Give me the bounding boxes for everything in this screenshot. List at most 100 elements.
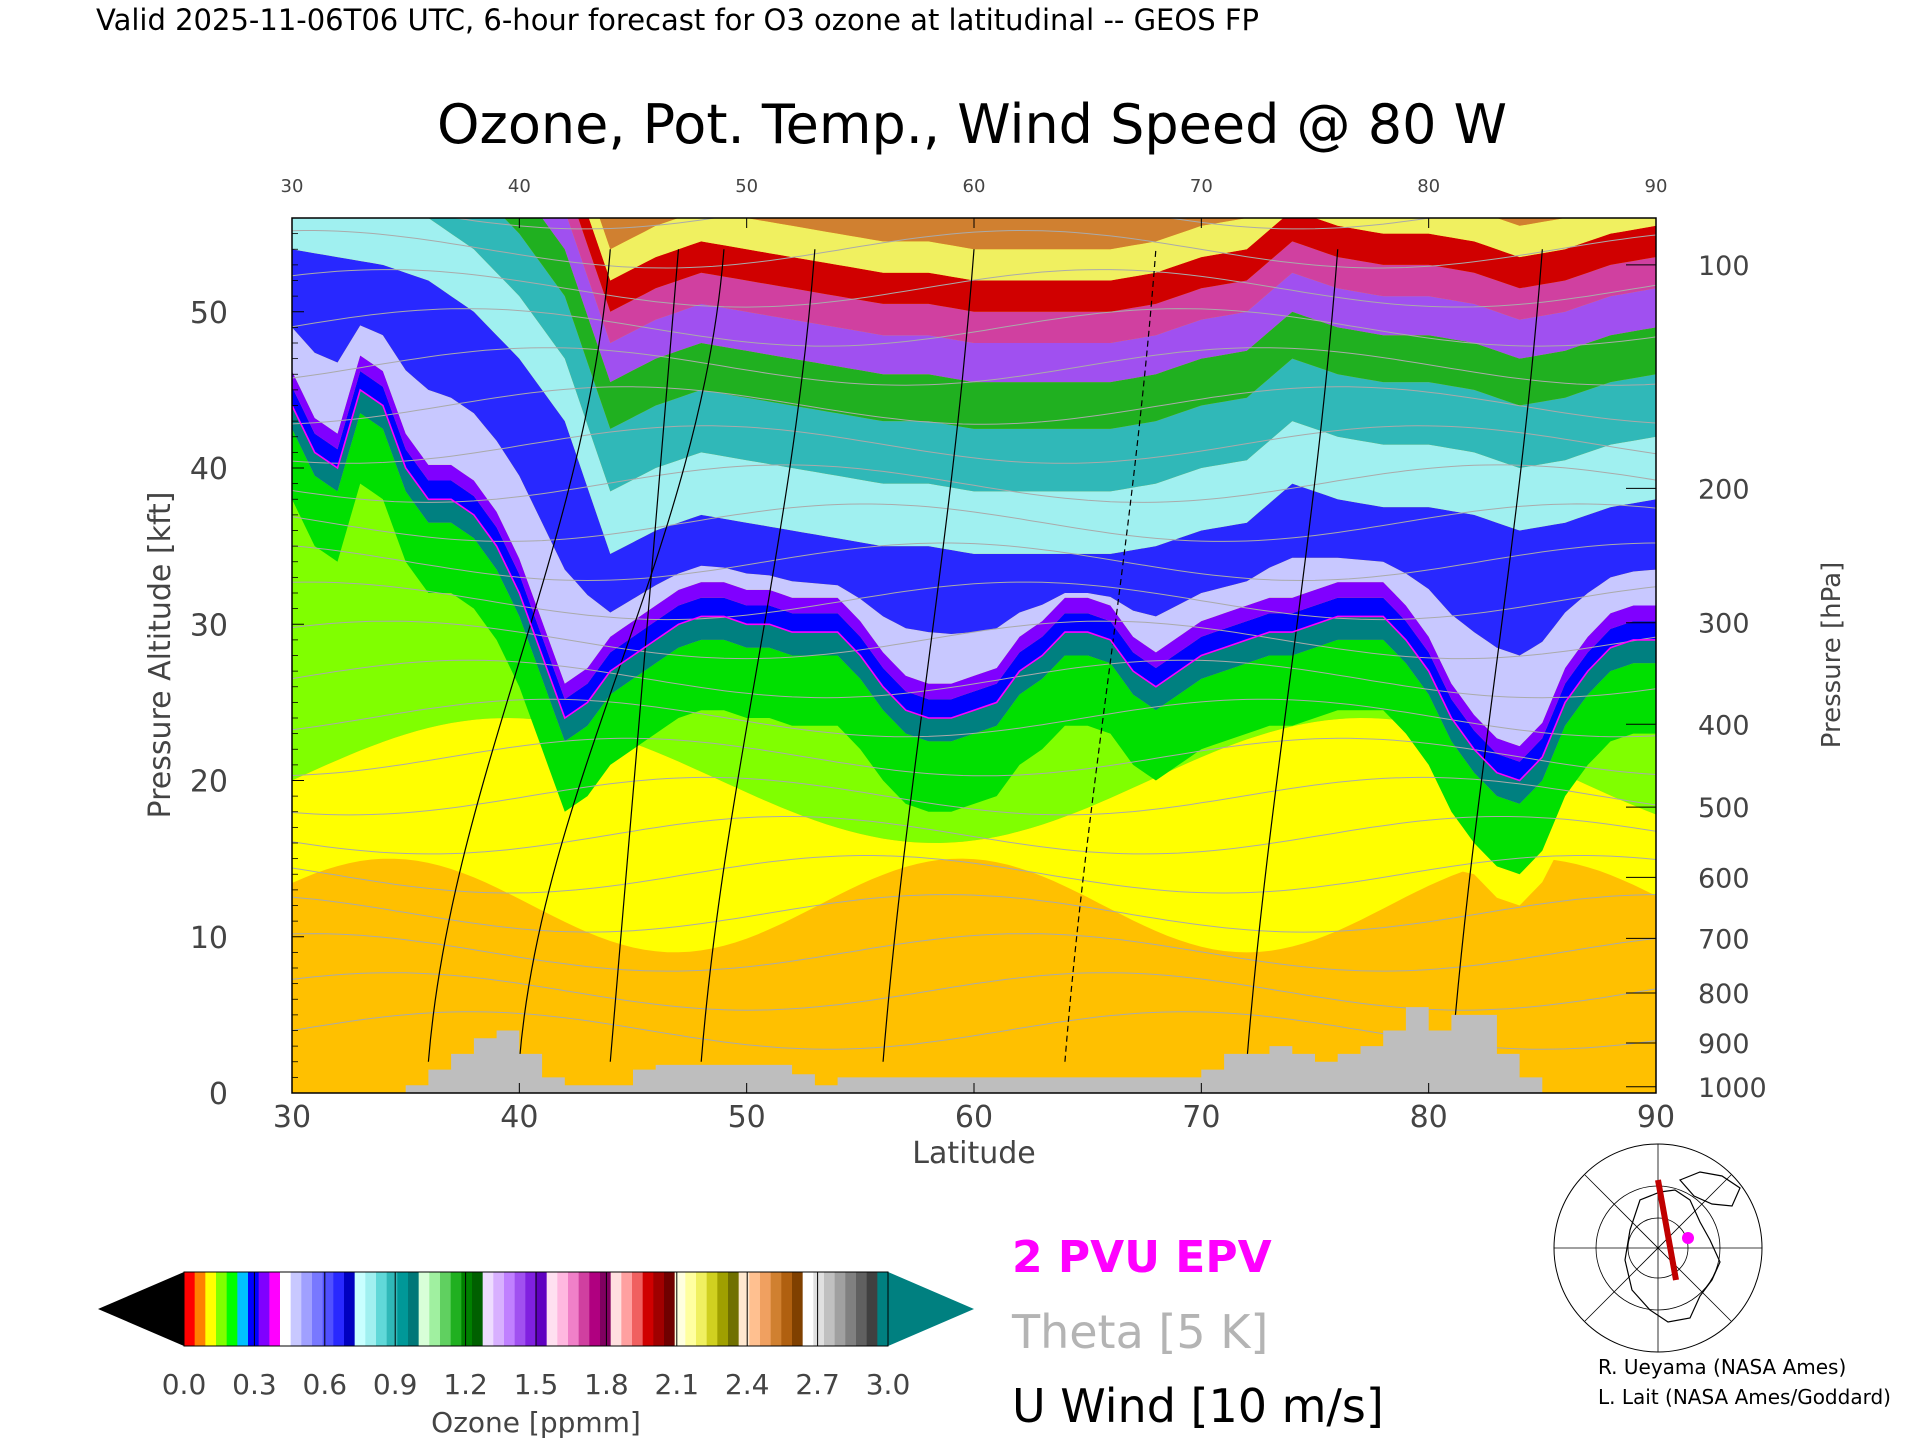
colorbar-swatch [290, 1272, 302, 1346]
colorbar-swatch [578, 1272, 590, 1346]
colorbar-swatch [621, 1272, 633, 1346]
colorbar-swatch [568, 1272, 580, 1346]
y-right-tick-label: 900 [1698, 1029, 1750, 1060]
colorbar-swatch [429, 1272, 441, 1346]
map-coastline [1624, 1189, 1721, 1323]
x-top-tick-label: 40 [508, 176, 531, 197]
colorbar-swatch [525, 1272, 537, 1346]
colorbar-swatch [226, 1272, 238, 1346]
colorbar-swatch [813, 1272, 825, 1346]
colorbar-swatch [685, 1272, 697, 1346]
legend-theta: Theta [5 K] [1011, 1305, 1268, 1359]
colorbar-swatch [877, 1272, 889, 1346]
valid-time-header: Valid 2025-11-06T06 UTC, 6-hour forecast… [96, 3, 1259, 37]
ozone-band-lightyellow [588, 218, 1656, 281]
u-wind-contour [882, 249, 975, 1062]
theta-contour [292, 816, 1656, 855]
y-left-tick-label: 0 [209, 1077, 228, 1112]
colorbar-swatch [674, 1272, 686, 1346]
colorbar-swatch [514, 1272, 526, 1346]
u-wind-contour [1450, 249, 1543, 1062]
theta-contour [292, 933, 1656, 972]
colorbar-swatch [397, 1272, 409, 1346]
theta-contour [292, 464, 1656, 503]
y-right-tick-label: 400 [1698, 710, 1750, 741]
x-axis-label: Latitude [912, 1136, 1035, 1171]
ozone-band-lightcyan [292, 218, 1656, 554]
colorbar-swatch [792, 1272, 804, 1346]
ozone-band-magenta [567, 218, 1656, 343]
ozone-band-violet [292, 355, 1656, 762]
y-left-tick-label: 30 [190, 608, 228, 643]
colorbar-swatch [664, 1272, 676, 1346]
theta-contour [292, 542, 1656, 582]
chart-title: Ozone, Pot. Temp., Wind Speed @ 80 W [437, 93, 1507, 156]
colorbar-tick-label: 0.9 [373, 1368, 418, 1401]
colorbar-swatch [205, 1272, 217, 1346]
colorbar-tick-label: 0.0 [162, 1368, 207, 1401]
theta-contour [292, 894, 1656, 933]
colorbar-swatch [738, 1272, 750, 1346]
colorbar-swatch [610, 1272, 622, 1346]
colorbar-swatch [450, 1272, 462, 1346]
y-right-tick-label: 500 [1698, 793, 1750, 824]
x-axis-top: 30 40 50 60 70 80 90 [281, 176, 1667, 228]
x-top-tick-label: 70 [1190, 176, 1213, 197]
x-tick-label: 60 [955, 1100, 993, 1135]
x-top-tick-label: 30 [281, 176, 304, 197]
colorbar-low-arrow [98, 1272, 184, 1346]
theta-contours [292, 218, 1656, 1050]
legend-uwind: U Wind [10 m/s] [1012, 1379, 1384, 1433]
y-right-tick-label: 700 [1698, 924, 1750, 955]
x-top-tick-label: 60 [963, 176, 986, 197]
epv-2pvu-contour [292, 388, 1656, 782]
y-axis-left-label: Pressure Altitude [kft] [143, 492, 178, 819]
colorbar-tick-label: 1.8 [584, 1368, 629, 1401]
u-wind-contour [609, 249, 680, 1062]
x-top-tick-label: 80 [1417, 176, 1440, 197]
ozone-band-lavender [292, 325, 1656, 747]
theta-contour [292, 503, 1656, 542]
colorbar-swatch [418, 1272, 430, 1346]
theta-contour [292, 269, 1656, 308]
colorbar-swatch [728, 1272, 740, 1346]
x-tick-label: 70 [1182, 1100, 1220, 1135]
colorbar-tick-label: 3.0 [866, 1368, 911, 1401]
y-left-tick-label: 40 [190, 452, 228, 487]
colorbar-swatch [824, 1272, 836, 1346]
colorbar-swatch [482, 1272, 494, 1346]
colorbar-swatch [365, 1272, 377, 1346]
y-left-tick-label: 20 [190, 765, 228, 800]
colorbar-swatch [322, 1272, 334, 1346]
theta-contour [292, 347, 1656, 386]
colorbar-swatch [472, 1272, 484, 1346]
u-wind-contour [700, 249, 816, 1062]
colorbar-swatch [536, 1272, 548, 1346]
colorbar-swatch [642, 1272, 654, 1346]
colorbar-swatch [717, 1272, 729, 1346]
ozone-band-stratgreen [504, 218, 1656, 429]
colorbar-swatch [600, 1272, 612, 1346]
colorbar-swatch [781, 1272, 793, 1346]
colorbar-swatch [194, 1272, 206, 1346]
plot-area [291, 217, 1657, 1094]
colorbar-tick-label: 1.5 [514, 1368, 559, 1401]
map-cross-section-line [1655, 1179, 1679, 1281]
colorbar-swatch [184, 1272, 196, 1346]
y-left-tick-label: 50 [190, 296, 228, 331]
theta-contour [292, 581, 1656, 621]
colorbar-swatch [653, 1272, 665, 1346]
x-tick-label: 80 [1410, 1100, 1448, 1135]
x-tick-label: 30 [273, 1100, 311, 1135]
colorbar-swatch [845, 1272, 857, 1346]
colorbar-swatch [557, 1272, 569, 1346]
colorbar-swatch [269, 1272, 281, 1346]
theta-contour [292, 737, 1656, 777]
theta-contour [292, 308, 1656, 347]
locator-map [1553, 1143, 1763, 1353]
colorbar-swatch [258, 1272, 270, 1346]
colorbar-swatch [280, 1272, 292, 1346]
y-right-tick-label: 100 [1698, 251, 1750, 282]
u-wind-contour [427, 249, 611, 1062]
